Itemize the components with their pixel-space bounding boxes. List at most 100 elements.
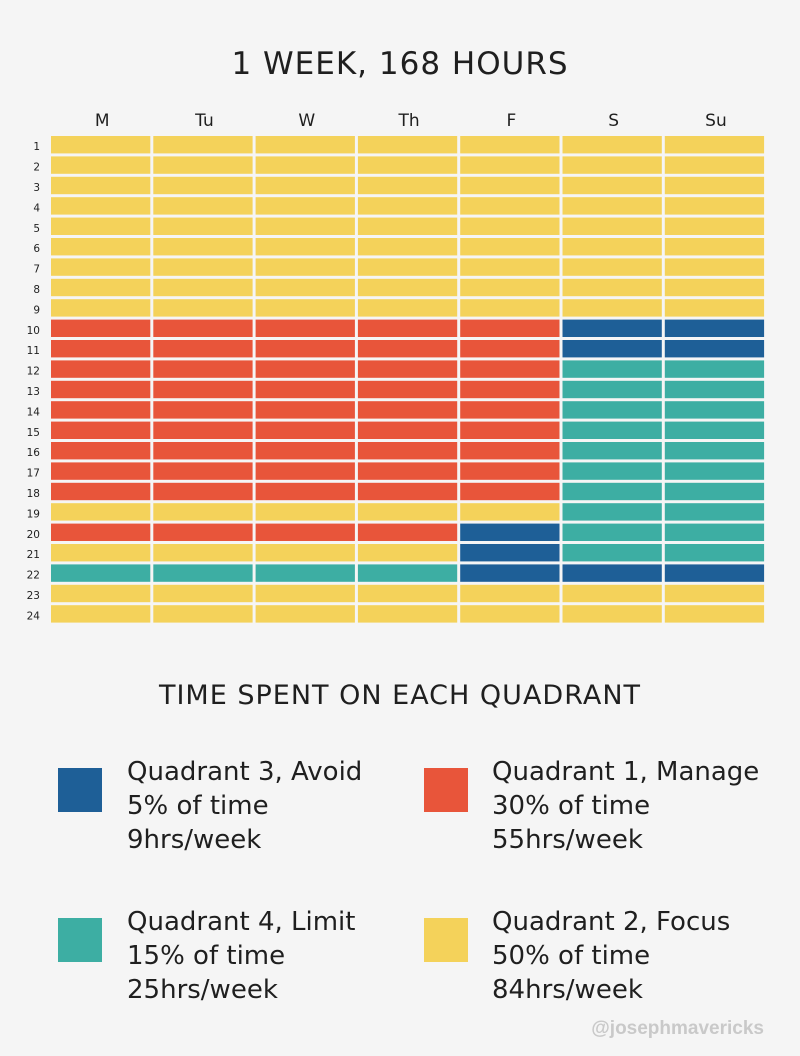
hour-cell xyxy=(460,503,560,521)
hour-cell xyxy=(51,217,151,235)
day-label: M xyxy=(95,111,110,131)
hour-label: 21 xyxy=(27,549,40,561)
hour-cell xyxy=(153,238,253,256)
hour-cell xyxy=(51,605,151,623)
hour-cell xyxy=(51,238,151,256)
hour-cell xyxy=(562,584,662,603)
hour-cell xyxy=(664,278,765,297)
day-label: S xyxy=(608,111,619,131)
hour-cell xyxy=(153,136,253,154)
hour-cell xyxy=(51,401,151,419)
hour-cell xyxy=(255,156,355,174)
hour-cell xyxy=(562,523,662,541)
hour-cell xyxy=(664,544,765,562)
hour-cell xyxy=(562,380,662,399)
hour-cell xyxy=(460,258,560,276)
hour-cell xyxy=(153,584,253,603)
hour-cell xyxy=(460,442,560,460)
hour-cell xyxy=(357,605,458,623)
hour-cell xyxy=(357,217,458,235)
hour-cell xyxy=(460,176,560,195)
hour-cell xyxy=(357,421,458,439)
hour-cell xyxy=(357,503,458,521)
hour-cell xyxy=(357,136,458,154)
legend-percent: 50% of time xyxy=(492,941,651,971)
hour-cell xyxy=(51,197,151,215)
hour-cell xyxy=(460,340,560,358)
hour-cell xyxy=(562,421,662,439)
hour-cell xyxy=(460,380,560,399)
hour-label: 3 xyxy=(33,182,40,194)
legend-percent: 5% of time xyxy=(127,791,269,821)
hour-cell xyxy=(153,605,253,623)
hour-cell xyxy=(460,156,560,174)
hour-cell xyxy=(153,299,253,317)
hour-cell xyxy=(562,605,662,623)
legend-percent: 30% of time xyxy=(492,791,651,821)
legend-hours: 55hrs/week xyxy=(492,825,643,855)
hour-cell xyxy=(153,482,253,501)
hour-cell xyxy=(460,544,560,562)
week-hours-grid: M Tu W Th F S Su123456789101112131415161718192… xyxy=(27,111,765,623)
hour-label: 22 xyxy=(27,570,40,582)
hour-cell xyxy=(255,462,355,480)
hour-cell xyxy=(357,442,458,460)
hour-cell xyxy=(460,278,560,297)
hour-cell xyxy=(51,584,151,603)
hour-cell xyxy=(51,340,151,358)
hour-cell xyxy=(357,544,458,562)
hour-cell xyxy=(255,238,355,256)
hour-cell xyxy=(664,217,765,235)
legend-swatch-quadrant-3 xyxy=(58,768,102,812)
hour-cell xyxy=(460,136,560,154)
hour-cell xyxy=(357,523,458,541)
hour-cell xyxy=(51,421,151,439)
hour-label: 12 xyxy=(27,366,40,378)
hour-cell xyxy=(153,421,253,439)
hour-cell xyxy=(153,340,253,358)
hour-label: 17 xyxy=(27,468,40,480)
hour-label: 11 xyxy=(27,345,40,357)
hour-cell xyxy=(153,380,253,399)
hour-cell xyxy=(357,482,458,501)
legend-title: TIME SPENT ON EACH QUADRANT xyxy=(158,680,642,711)
hour-cell xyxy=(357,584,458,603)
hour-cell xyxy=(255,360,355,378)
hour-label: 7 xyxy=(33,264,40,276)
hour-cell xyxy=(255,258,355,276)
hour-cell xyxy=(153,156,253,174)
hour-cell xyxy=(562,217,662,235)
hour-cell xyxy=(664,564,765,582)
hour-cell xyxy=(562,197,662,215)
legend-hours: 9hrs/week xyxy=(127,825,262,855)
day-label: Th xyxy=(397,111,419,131)
hour-label: 8 xyxy=(33,284,40,296)
hour-cell xyxy=(664,319,765,337)
watermark: @josephmavericks xyxy=(591,1018,764,1039)
hour-cell xyxy=(255,197,355,215)
hour-cell xyxy=(255,544,355,562)
hour-label: 13 xyxy=(27,386,40,398)
hour-cell xyxy=(664,136,765,154)
hour-cell xyxy=(664,238,765,256)
hour-cell xyxy=(255,299,355,317)
hour-cell xyxy=(153,217,253,235)
hour-cell xyxy=(664,503,765,521)
hour-cell xyxy=(51,564,151,582)
hour-cell xyxy=(562,401,662,419)
hour-cell xyxy=(357,258,458,276)
hour-cell xyxy=(664,442,765,460)
hour-cell xyxy=(664,258,765,276)
hour-cell xyxy=(664,360,765,378)
hour-cell xyxy=(460,401,560,419)
hour-label: 15 xyxy=(27,427,40,439)
day-label: W xyxy=(298,111,315,131)
hour-cell xyxy=(255,482,355,501)
legend-name: Quadrant 2, Focus xyxy=(492,907,731,937)
hour-cell xyxy=(562,340,662,358)
hour-cell xyxy=(255,319,355,337)
hour-cell xyxy=(357,319,458,337)
hour-cell xyxy=(562,319,662,337)
hour-cell xyxy=(562,482,662,501)
hour-cell xyxy=(51,360,151,378)
